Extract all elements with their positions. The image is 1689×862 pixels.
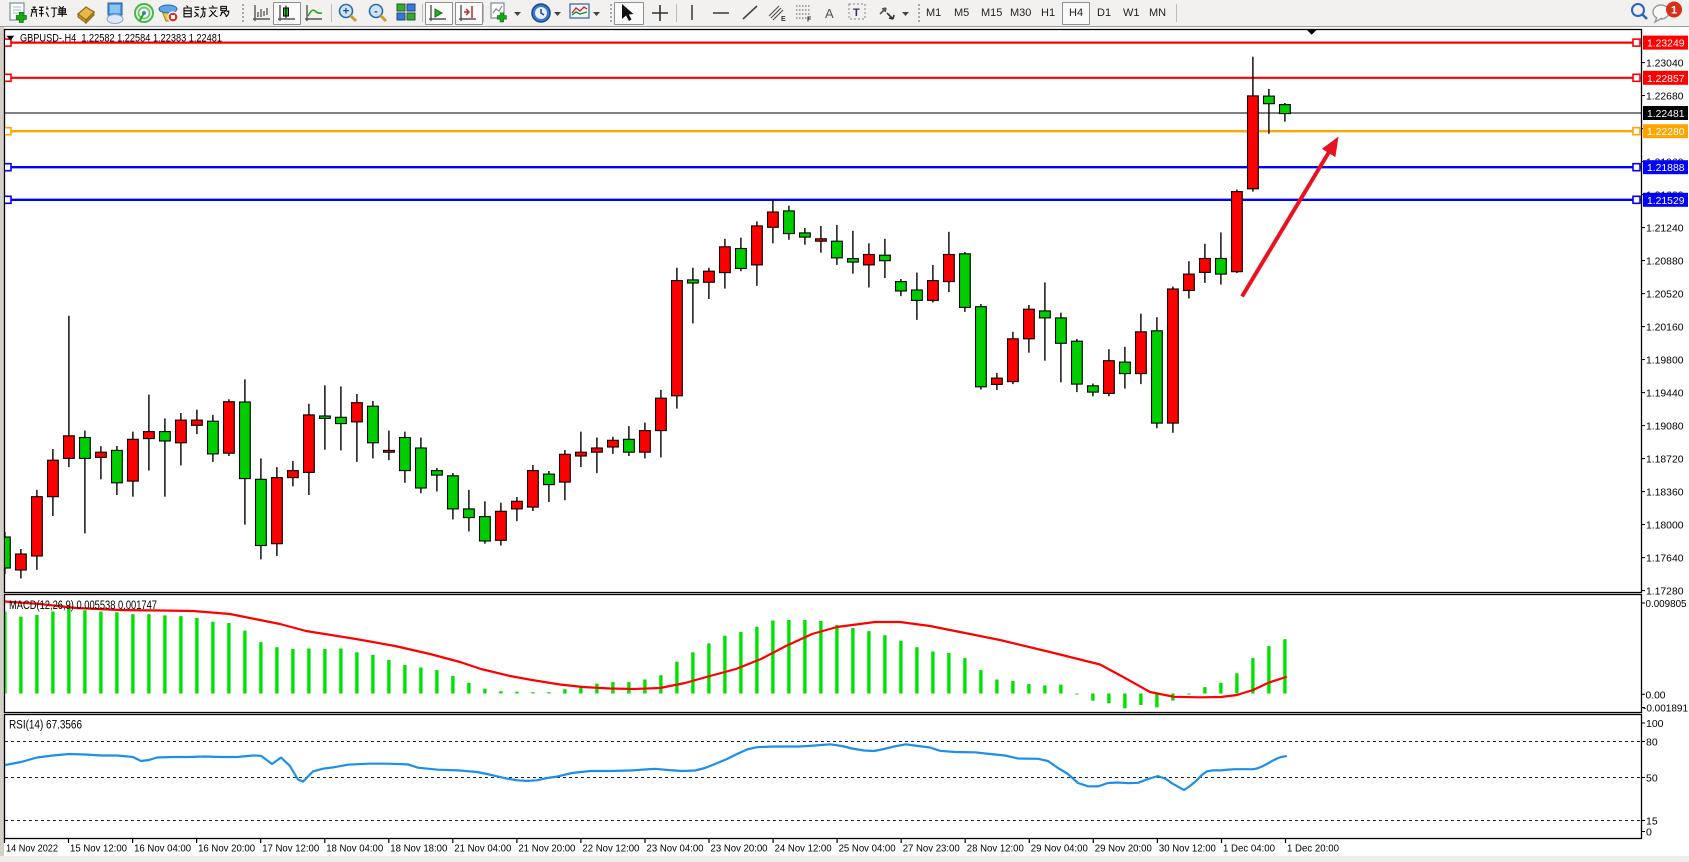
svg-text:50: 50	[1646, 773, 1658, 785]
svg-text:21 Nov 20:00: 21 Nov 20:00	[518, 843, 575, 855]
svg-text:1.17280: 1.17280	[1646, 586, 1684, 598]
svg-text:1.21240: 1.21240	[1646, 223, 1684, 235]
svg-text:21 Nov 04:00: 21 Nov 04:00	[454, 843, 511, 855]
svg-text:80: 80	[1646, 737, 1658, 749]
svg-text:1.19440: 1.19440	[1646, 388, 1684, 400]
svg-text:16 Nov 20:00: 16 Nov 20:00	[198, 843, 255, 855]
svg-text:29 Nov 04:00: 29 Nov 04:00	[1031, 843, 1088, 855]
svg-text:E: E	[781, 16, 786, 23]
svg-text:1.18000: 1.18000	[1646, 520, 1684, 532]
svg-text:25 Nov 04:00: 25 Nov 04:00	[839, 843, 896, 855]
svg-text:1.20160: 1.20160	[1646, 322, 1684, 334]
svg-text:1.20880: 1.20880	[1646, 256, 1684, 268]
svg-text:A: A	[825, 6, 834, 21]
svg-text:1.22481: 1.22481	[1647, 108, 1685, 120]
svg-text:1 Dec 20:00: 1 Dec 20:00	[1287, 843, 1339, 855]
svg-text:1: 1	[1671, 5, 1677, 17]
svg-text:0.009805: 0.009805	[1646, 598, 1687, 610]
svg-text:18 Nov 04:00: 18 Nov 04:00	[326, 843, 383, 855]
svg-text:1.21888: 1.21888	[1647, 162, 1685, 174]
svg-text:16 Nov 04:00: 16 Nov 04:00	[134, 843, 191, 855]
svg-text:23 Nov 04:00: 23 Nov 04:00	[647, 843, 704, 855]
svg-text:GBPUSD-.H4 1.22582 1.22584 1.: GBPUSD-.H4 1.22582 1.22584 1.22383 1.224…	[20, 32, 222, 44]
svg-text:22 Nov 12:00: 22 Nov 12:00	[582, 843, 639, 855]
svg-text:1.18720: 1.18720	[1646, 454, 1684, 466]
svg-text:15 Nov 12:00: 15 Nov 12:00	[70, 843, 127, 855]
svg-text:29 Nov 20:00: 29 Nov 20:00	[1095, 843, 1152, 855]
svg-text:17 Nov 12:00: 17 Nov 12:00	[262, 843, 319, 855]
svg-text:1.19800: 1.19800	[1646, 355, 1684, 367]
svg-text:30 Nov 12:00: 30 Nov 12:00	[1159, 843, 1216, 855]
svg-text:15: 15	[1646, 816, 1658, 828]
svg-text:0: 0	[1646, 827, 1652, 839]
svg-text:1.18360: 1.18360	[1646, 487, 1684, 499]
svg-text:18 Nov 18:00: 18 Nov 18:00	[390, 843, 447, 855]
svg-text:24 Nov 12:00: 24 Nov 12:00	[775, 843, 832, 855]
svg-text:MACD(12,26,9) 0.005538 0.00174: MACD(12,26,9) 0.005538 0.001747	[9, 600, 157, 612]
svg-text:23 Nov 20:00: 23 Nov 20:00	[711, 843, 768, 855]
svg-text:1.22857: 1.22857	[1647, 73, 1685, 85]
svg-text:100: 100	[1646, 718, 1664, 730]
svg-text:0.00: 0.00	[1646, 689, 1666, 701]
svg-text:T: T	[853, 7, 860, 19]
svg-text:1.17640: 1.17640	[1646, 553, 1684, 565]
svg-text:1.20520: 1.20520	[1646, 289, 1684, 301]
svg-text:-: -	[374, 6, 378, 18]
svg-text:1.19080: 1.19080	[1646, 421, 1684, 433]
svg-text:-0.001891: -0.001891	[1643, 703, 1688, 715]
svg-text:F: F	[807, 17, 812, 24]
svg-text:1 Dec 04:00: 1 Dec 04:00	[1223, 843, 1275, 855]
svg-text:1.23249: 1.23249	[1647, 38, 1685, 50]
svg-text:RSI(14) 67.3566: RSI(14) 67.3566	[9, 720, 82, 732]
svg-text:28 Nov 12:00: 28 Nov 12:00	[967, 843, 1024, 855]
svg-text:27 Nov 23:00: 27 Nov 23:00	[903, 843, 960, 855]
svg-text:1.22680: 1.22680	[1646, 91, 1684, 103]
svg-text:1.22280: 1.22280	[1647, 126, 1685, 138]
svg-text:14 Nov 2022: 14 Nov 2022	[6, 843, 58, 855]
svg-text:+: +	[343, 6, 349, 18]
svg-text:1.23040: 1.23040	[1646, 58, 1684, 70]
svg-text:1.21529: 1.21529	[1647, 195, 1685, 207]
